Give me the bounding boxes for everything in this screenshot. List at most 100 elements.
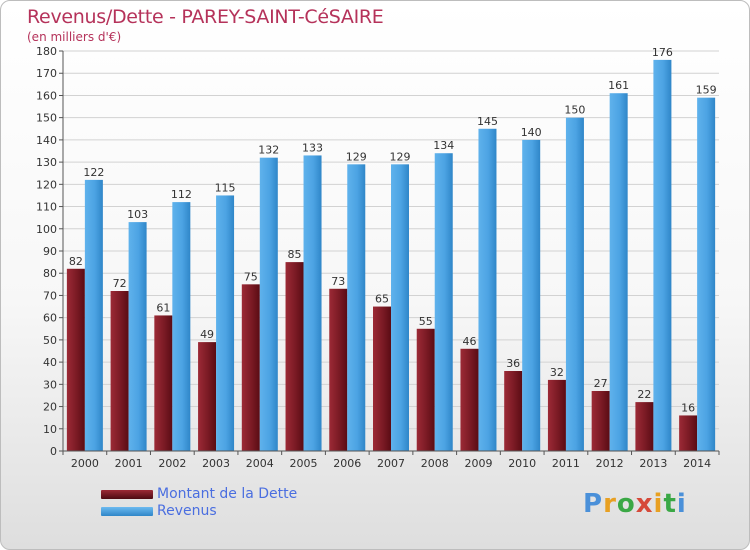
y-tick-label: 0 bbox=[50, 445, 57, 458]
x-tick-label: 2011 bbox=[552, 457, 580, 470]
data-label-debt: 75 bbox=[244, 270, 258, 283]
y-tick-label: 100 bbox=[36, 223, 57, 236]
bar-debt-2002 bbox=[154, 315, 173, 451]
y-tick-label: 110 bbox=[36, 201, 57, 214]
y-tick-label: 20 bbox=[43, 401, 57, 414]
legend-swatch-debt bbox=[101, 490, 153, 499]
data-label-revenue: 122 bbox=[83, 166, 104, 179]
data-label-revenue: 145 bbox=[477, 115, 498, 128]
data-label-revenue: 161 bbox=[608, 79, 629, 92]
legend-swatch-revenue bbox=[101, 507, 153, 516]
bar-debt-2006 bbox=[329, 288, 348, 451]
logo-letter: i bbox=[653, 489, 664, 519]
bar-debt-2004 bbox=[241, 284, 260, 451]
logo-letter: P bbox=[583, 489, 604, 519]
y-tick-label: 60 bbox=[43, 312, 57, 325]
x-tick-label: 2005 bbox=[290, 457, 318, 470]
y-tick-label: 150 bbox=[36, 112, 57, 125]
data-label-debt: 72 bbox=[113, 277, 127, 290]
data-label-debt: 49 bbox=[200, 328, 214, 341]
data-label-revenue: 134 bbox=[433, 139, 454, 152]
y-tick-label: 140 bbox=[36, 134, 57, 147]
data-label-debt: 55 bbox=[419, 315, 433, 328]
x-tick-label: 2010 bbox=[508, 457, 536, 470]
y-tick-label: 90 bbox=[43, 245, 57, 258]
bar-debt-2011 bbox=[547, 379, 566, 451]
y-tick-label: 40 bbox=[43, 356, 57, 369]
logo-letter: x bbox=[635, 489, 654, 519]
logo-letter: r bbox=[603, 489, 617, 519]
bar-debt-2010 bbox=[504, 371, 523, 451]
y-tick-label: 70 bbox=[43, 289, 57, 302]
legend-label-revenue: Revenus bbox=[157, 503, 217, 519]
bar-revenue-2000 bbox=[84, 179, 103, 451]
bar-revenue-2006 bbox=[347, 164, 366, 452]
y-tick-label: 10 bbox=[43, 423, 57, 436]
data-label-debt: 46 bbox=[462, 335, 476, 348]
data-label-debt: 65 bbox=[375, 293, 389, 306]
y-tick-label: 180 bbox=[36, 45, 57, 58]
bar-revenue-2012 bbox=[609, 93, 628, 451]
data-label-revenue: 103 bbox=[127, 208, 148, 221]
bar-debt-2007 bbox=[373, 306, 391, 451]
x-tick-label: 2003 bbox=[202, 457, 230, 470]
legend-label-debt: Montant de la Dette bbox=[157, 486, 298, 502]
bar-revenue-2002 bbox=[172, 202, 191, 451]
data-label-revenue: 133 bbox=[302, 141, 323, 154]
y-tick-label: 160 bbox=[36, 89, 57, 102]
bar-revenue-2004 bbox=[259, 157, 278, 451]
data-label-debt: 32 bbox=[550, 366, 564, 379]
data-label-debt: 27 bbox=[594, 377, 608, 390]
bar-debt-2012 bbox=[591, 391, 610, 451]
y-tick-label: 170 bbox=[36, 67, 57, 80]
logo-letter: t bbox=[663, 489, 677, 519]
bar-debt-2003 bbox=[198, 342, 217, 451]
x-tick-label: 2012 bbox=[596, 457, 624, 470]
data-label-debt: 36 bbox=[506, 357, 520, 370]
data-label-debt: 82 bbox=[69, 255, 83, 268]
x-tick-label: 2004 bbox=[246, 457, 274, 470]
bar-revenue-2005 bbox=[303, 155, 322, 451]
x-tick-label: 2001 bbox=[115, 457, 143, 470]
x-tick-label: 2014 bbox=[683, 457, 711, 470]
bar-debt-2009 bbox=[460, 348, 479, 451]
bar-debt-2001 bbox=[110, 291, 129, 451]
x-tick-label: 2009 bbox=[464, 457, 492, 470]
data-label-revenue: 115 bbox=[215, 181, 236, 194]
data-label-revenue: 129 bbox=[346, 150, 367, 163]
bar-revenue-2014 bbox=[697, 97, 716, 452]
x-tick-label: 2007 bbox=[377, 457, 405, 470]
logo-letter: o bbox=[616, 489, 636, 519]
chart-subtitle: (en milliers d'€) bbox=[27, 30, 122, 44]
data-label-revenue: 132 bbox=[258, 144, 279, 157]
proxiti-logo: Proxiti bbox=[583, 489, 687, 519]
bar-revenue-2007 bbox=[391, 164, 409, 452]
bar-revenue-2013 bbox=[653, 59, 672, 452]
logo-letter: i bbox=[676, 489, 687, 519]
data-label-revenue: 140 bbox=[521, 126, 542, 139]
y-tick-label: 80 bbox=[43, 267, 57, 280]
bar-debt-2000 bbox=[66, 268, 85, 451]
data-label-debt: 61 bbox=[156, 301, 170, 314]
bar-debt-2008 bbox=[416, 328, 435, 451]
x-tick-label: 2002 bbox=[158, 457, 186, 470]
bar-debt-2013 bbox=[635, 402, 654, 451]
y-tick-label: 30 bbox=[43, 378, 57, 391]
y-tick-label: 130 bbox=[36, 156, 57, 169]
y-tick-label: 50 bbox=[43, 334, 57, 347]
bar-debt-2014 bbox=[679, 415, 698, 451]
x-tick-label: 2006 bbox=[333, 457, 361, 470]
data-label-revenue: 159 bbox=[696, 84, 717, 97]
y-tick-label: 120 bbox=[36, 178, 57, 191]
data-label-revenue: 176 bbox=[652, 46, 673, 59]
x-tick-label: 2000 bbox=[71, 457, 99, 470]
data-label-revenue: 129 bbox=[390, 150, 411, 163]
bar-revenue-2010 bbox=[522, 139, 541, 451]
bar-revenue-2003 bbox=[216, 195, 235, 451]
x-tick-label: 2013 bbox=[639, 457, 667, 470]
chart-title: Revenus/Dette - PAREY-SAINT-CéSAIRE bbox=[27, 6, 384, 28]
data-label-revenue: 112 bbox=[171, 188, 192, 201]
bar-revenue-2001 bbox=[128, 222, 147, 451]
